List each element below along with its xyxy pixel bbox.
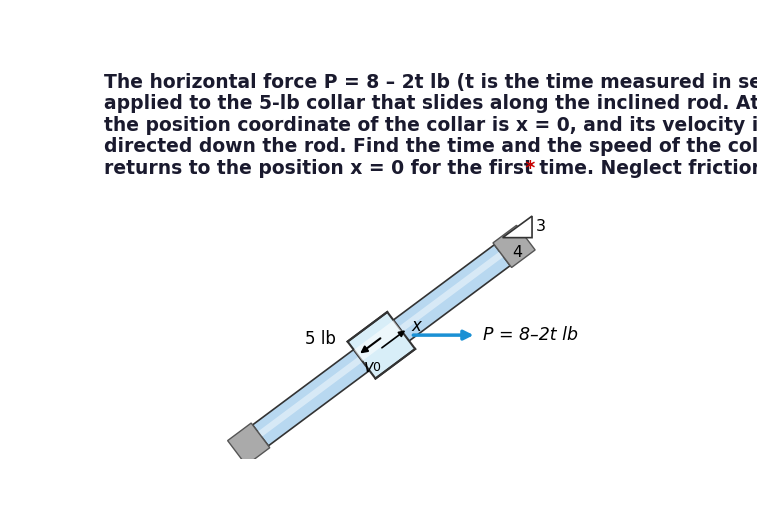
Text: 0: 0	[372, 361, 380, 374]
Polygon shape	[347, 312, 415, 379]
Text: v: v	[364, 358, 374, 376]
Polygon shape	[257, 251, 503, 437]
Text: 5 lb: 5 lb	[305, 330, 336, 348]
Polygon shape	[503, 216, 532, 238]
Polygon shape	[493, 225, 535, 267]
Text: P = 8–2t lb: P = 8–2t lb	[483, 326, 578, 344]
Text: 4: 4	[512, 245, 522, 260]
Text: directed down the rod. Find the time and the speed of the collar when it: directed down the rod. Find the time and…	[104, 137, 757, 156]
Text: 3: 3	[536, 219, 546, 234]
Polygon shape	[228, 423, 269, 465]
Text: The horizontal force P = 8 – 2t lb (t is the time measured in seconds)is: The horizontal force P = 8 – 2t lb (t is…	[104, 73, 757, 92]
Text: applied to the 5-lb collar that slides along the inclined rod. At time t = 0,: applied to the 5-lb collar that slides a…	[104, 94, 757, 113]
Polygon shape	[354, 320, 402, 361]
Polygon shape	[253, 245, 510, 446]
Text: returns to the position x = 0 for the first time. Neglect friction.: returns to the position x = 0 for the fi…	[104, 159, 757, 178]
Text: *: *	[519, 159, 535, 178]
Text: x: x	[412, 317, 422, 335]
Text: the position coordinate of the collar is x = 0, and its velocity is v0 = 10 ft/s: the position coordinate of the collar is…	[104, 116, 757, 135]
